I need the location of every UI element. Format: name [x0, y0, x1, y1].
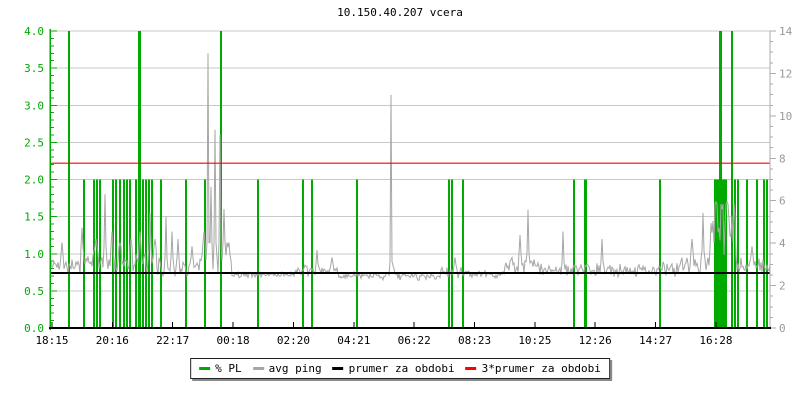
chart-title: 10.150.40.207 vcera [337, 6, 463, 19]
svg-text:08:23: 08:23 [458, 334, 491, 347]
legend-box: % PL avg ping prumer za obdobi 3*prumer … [190, 358, 610, 379]
svg-text:3.5: 3.5 [24, 62, 44, 75]
svg-text:1.0: 1.0 [24, 248, 44, 261]
legend-label-pl: % PL [215, 362, 242, 375]
svg-text:0: 0 [779, 322, 786, 335]
svg-text:2.0: 2.0 [24, 174, 44, 187]
svg-text:2: 2 [779, 280, 786, 293]
svg-text:00:18: 00:18 [217, 334, 250, 347]
svg-text:2.5: 2.5 [24, 136, 44, 149]
legend-item-3x-period-avg: 3*prumer za obdobi [465, 362, 601, 375]
left-axis [49, 29, 57, 330]
svg-text:16:28: 16:28 [699, 334, 732, 347]
svg-text:22:17: 22:17 [156, 334, 189, 347]
svg-text:0.5: 0.5 [24, 285, 44, 298]
legend-marker-3x-period-avg [465, 367, 477, 370]
svg-text:02:20: 02:20 [277, 334, 310, 347]
legend-marker-pl [199, 367, 211, 370]
svg-text:04:21: 04:21 [337, 334, 370, 347]
right-axis-labels: 0 2 4 6 8 10 12 14 [779, 25, 793, 335]
svg-text:14: 14 [779, 25, 793, 38]
legend-label-3x-period-avg: 3*prumer za obdobi [481, 362, 601, 375]
legend-item-period-avg: prumer za obdobi [332, 362, 455, 375]
svg-text:14:27: 14:27 [639, 334, 672, 347]
svg-text:0.0: 0.0 [24, 322, 44, 335]
svg-text:3.0: 3.0 [24, 99, 44, 112]
ping-line [49, 53, 771, 282]
left-axis-labels: 0.0 0.5 1.0 1.5 2.0 2.5 3.0 3.5 4.0 [24, 25, 44, 335]
y-gridlines [50, 30, 770, 292]
legend-label-avg-ping: avg ping [268, 362, 322, 375]
svg-text:12: 12 [779, 67, 792, 80]
svg-text:8: 8 [779, 152, 786, 165]
svg-text:18:15: 18:15 [35, 334, 68, 347]
legend-item-avg-ping: avg ping [252, 362, 322, 375]
svg-text:4: 4 [779, 237, 786, 250]
legend-marker-period-avg [332, 367, 344, 370]
legend-marker-avg-ping [252, 367, 264, 370]
svg-text:20:16: 20:16 [96, 334, 129, 347]
svg-text:4.0: 4.0 [24, 25, 44, 38]
svg-text:1.5: 1.5 [24, 211, 44, 224]
svg-text:12:26: 12:26 [579, 334, 612, 347]
legend-item-pl: % PL [199, 362, 242, 375]
legend-label-period-avg: prumer za obdobi [348, 362, 455, 375]
x-axis-labels: 18:15 20:16 22:17 00:18 02:20 04:21 06:22 08:23… [35, 334, 732, 347]
svg-text:6: 6 [779, 195, 786, 208]
svg-text:10: 10 [779, 110, 792, 123]
x-axis [49, 322, 771, 329]
svg-text:10:25: 10:25 [518, 334, 551, 347]
right-axis [769, 30, 776, 329]
svg-text:06:22: 06:22 [398, 334, 431, 347]
